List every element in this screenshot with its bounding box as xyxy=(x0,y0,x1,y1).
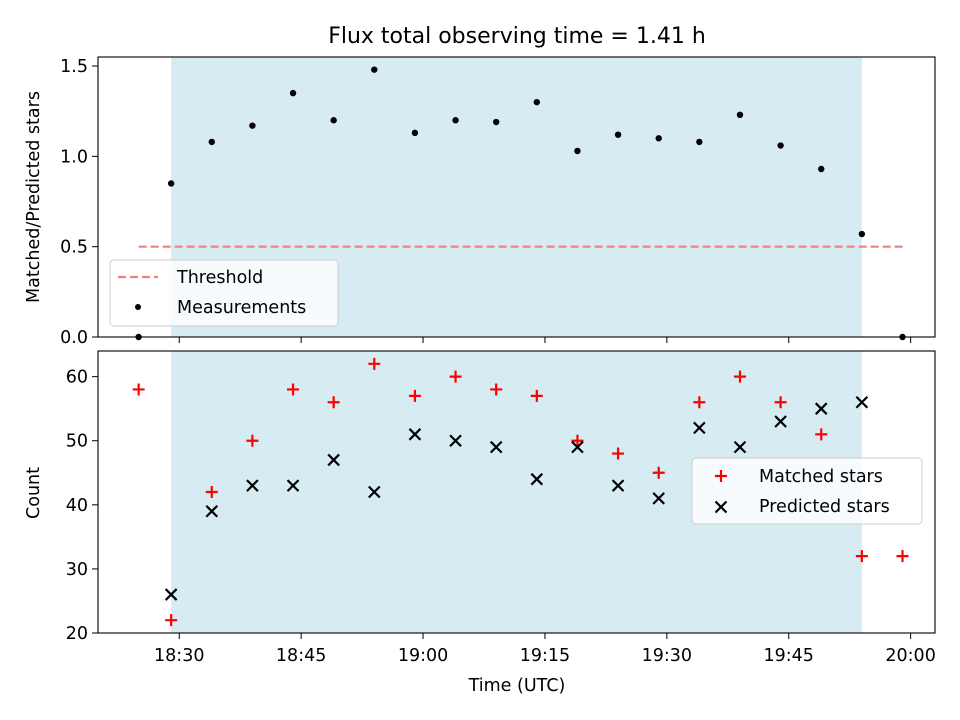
measurement-point xyxy=(614,131,622,138)
bottom-y-axis-label: Count xyxy=(24,467,44,519)
legend-measurements-label: Measurements xyxy=(177,298,306,318)
matched-star-point xyxy=(612,447,625,460)
matched-star-point xyxy=(896,550,909,563)
legend-matched-swatch xyxy=(715,470,727,482)
predicted-star-point xyxy=(449,434,462,448)
measurement-point xyxy=(371,66,378,73)
top-legend: Threshold Measurements xyxy=(109,259,339,327)
measurement-point xyxy=(249,122,256,129)
matched-star-point xyxy=(652,466,665,479)
bottom-y-tick-label: 60 xyxy=(66,368,88,388)
matched-star-point xyxy=(287,383,300,396)
predicted-star-point xyxy=(693,421,706,435)
measurement-point xyxy=(289,89,297,97)
predicted-star-point xyxy=(611,479,625,492)
predicted-star-point xyxy=(408,428,422,441)
bottom-y-tick-label: 20 xyxy=(66,624,88,644)
predicted-star-point xyxy=(652,492,665,505)
top-plot: 0.0 0.5 1.0 1.5 Threshold Measurements xyxy=(60,56,936,348)
legend-frame xyxy=(109,259,339,327)
legend-threshold-label: Threshold xyxy=(176,268,263,288)
top-y-tick-label: 0.0 xyxy=(60,328,88,348)
predicted-star-point xyxy=(489,440,503,454)
measurement-point xyxy=(492,118,500,126)
x-tick-label: 18:30 xyxy=(154,646,204,666)
matched-star-point xyxy=(693,396,706,409)
matched-star-point xyxy=(571,434,584,447)
predicted-star-point xyxy=(327,453,340,467)
measurement-point xyxy=(330,117,337,124)
predicted-star-point xyxy=(530,472,544,486)
legend-measurements-swatch xyxy=(135,304,141,310)
x-tick-label: 19:15 xyxy=(520,646,570,666)
x-tick-label: 19:45 xyxy=(764,646,814,666)
bottom-y-tick-label: 40 xyxy=(66,496,88,516)
measurement-point xyxy=(696,138,703,146)
predicted-star-point xyxy=(855,395,869,409)
matched-star-point xyxy=(132,383,145,396)
top-y-tick-label: 1.5 xyxy=(60,57,88,77)
measurement-point xyxy=(574,147,581,155)
matched-star-point xyxy=(815,428,828,441)
bottom-legend: Matched stars Predicted stars xyxy=(691,457,923,525)
top-y-tick-label: 1.0 xyxy=(60,147,88,167)
matched-star-point xyxy=(449,370,462,383)
predicted-star-point xyxy=(571,440,584,454)
predicted-star-point xyxy=(774,415,787,428)
matched-star-point xyxy=(855,550,868,563)
matched-star-point xyxy=(408,389,421,402)
measurement-point xyxy=(736,111,744,119)
measurement-point xyxy=(167,180,175,187)
matched-star-point xyxy=(327,396,340,409)
top-y-axis-label: Matched/Predicted stars xyxy=(24,91,44,303)
predicted-star-point xyxy=(368,485,381,499)
bottom-y-tick-label: 50 xyxy=(66,432,88,452)
x-tick-label: 19:30 xyxy=(642,646,692,666)
measurement-point xyxy=(858,230,866,238)
legend-frame xyxy=(691,457,923,525)
matched-star-point xyxy=(165,614,178,627)
top-y-tick-label: 0.5 xyxy=(60,238,88,258)
matched-star-point xyxy=(205,486,218,498)
bottom-y-tick-label: 30 xyxy=(66,560,88,580)
matched-star-point xyxy=(774,396,787,409)
measurement-point xyxy=(777,142,784,149)
measurement-point xyxy=(452,117,459,124)
matched-star-point xyxy=(490,383,503,396)
x-axis-label: Time (UTC) xyxy=(468,676,566,696)
legend-predicted-swatch xyxy=(714,500,728,514)
bottom-axes-frame xyxy=(97,350,936,634)
measurement-point xyxy=(533,98,541,106)
matched-star-point xyxy=(733,370,746,383)
predicted-star-point xyxy=(286,479,300,492)
predicted-star-point xyxy=(733,440,747,454)
x-tick-label: 20:00 xyxy=(885,646,935,666)
predicted-star-point xyxy=(205,504,219,518)
x-tick-label: 18:45 xyxy=(276,646,326,666)
top-axes-frame xyxy=(97,56,936,338)
measurement-point xyxy=(411,129,419,137)
measurement-point xyxy=(208,138,215,146)
matched-star-point xyxy=(530,389,543,402)
matched-star-point xyxy=(246,434,259,447)
matched-star-point xyxy=(368,357,381,370)
bottom-plot: 20 30 40 50 60 18:30 18:45 19:00 19:15 19:30 19:45… xyxy=(66,350,936,666)
legend-predicted-label: Predicted stars xyxy=(759,497,890,517)
predicted-star-point xyxy=(164,588,178,601)
predicted-star-point xyxy=(246,479,259,492)
legend-matched-label: Matched stars xyxy=(759,467,883,487)
predicted-star-point xyxy=(814,402,828,415)
measurement-point xyxy=(818,165,825,173)
x-tick-label: 19:00 xyxy=(398,646,448,666)
chart-title: Flux total observing time = 1.41 h xyxy=(328,24,706,49)
measurement-point xyxy=(655,135,662,142)
